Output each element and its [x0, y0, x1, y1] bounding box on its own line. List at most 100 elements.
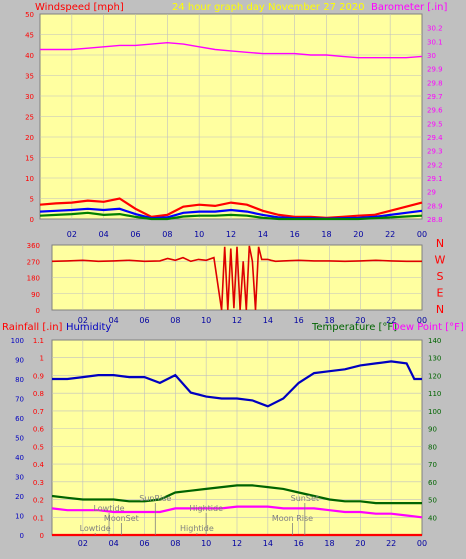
- time-tick-label: 02: [78, 316, 88, 325]
- time-tick-label: 16: [294, 539, 304, 548]
- annotation-label: Hightide: [189, 504, 223, 513]
- time-tick-label: 12: [226, 230, 236, 239]
- barometer-tick-label: 29.2: [427, 161, 443, 169]
- compass-label: N: [436, 237, 444, 250]
- humidity-tick-label: 0: [20, 532, 24, 540]
- compass-label: S: [437, 270, 444, 283]
- barometer-tick-label: 29.1: [427, 175, 443, 183]
- barometer-axis-title: Barometer [.in]: [371, 2, 447, 13]
- windspeed-tick-label: 35: [25, 73, 34, 81]
- time-tick-label: 22: [386, 316, 396, 325]
- humidity-tick-label: 40: [15, 454, 24, 462]
- barometer-tick-label: 28.8: [427, 216, 443, 224]
- time-tick-label: 08: [170, 539, 180, 548]
- direction-tick-label: 90: [31, 291, 40, 299]
- humidity-axis-title: Humidity: [66, 322, 111, 333]
- time-tick-label: 20: [355, 316, 365, 325]
- time-tick-label: 14: [263, 316, 273, 325]
- graph-title: 24 hour graph day November 27 2020: [172, 2, 365, 13]
- rainfall-tick-label: 0.6: [33, 426, 45, 434]
- time-tick-label: 18: [324, 539, 334, 548]
- dewpoint-axis-title: Dew Point [°F]: [392, 322, 464, 333]
- time-tick-label: 08: [162, 230, 172, 239]
- series-line-1: [39, 207, 423, 220]
- barometer-tick-label: 30: [427, 52, 436, 60]
- windspeed-tick-label: 15: [25, 155, 34, 163]
- temperature-tick-label: 110: [428, 390, 441, 398]
- rainfall-tick-label: 0.5: [33, 443, 44, 451]
- temperature-tick-label: 130: [428, 355, 441, 363]
- time-tick-label: 10: [201, 316, 211, 325]
- rainfall-tick-label: 0.1: [33, 514, 44, 522]
- windspeed-tick-label: 10: [25, 175, 34, 183]
- wind-barometer-panel: 0 5 10 15 20 25 30 35 40 45 50 28.8 28.9 29 29.1 29.2 29…: [25, 11, 443, 239]
- time-tick-label: 06: [139, 316, 149, 325]
- direction-tick-label: 360: [27, 242, 40, 250]
- temperature-tick-label: 100: [428, 408, 441, 416]
- annotation-label: MoonSet: [104, 514, 139, 523]
- windspeed-tick-label: 0: [30, 216, 34, 224]
- windspeed-tick-label: 50: [25, 11, 34, 19]
- rainfall-tick-label: 1.1: [33, 337, 44, 345]
- time-tick-label: 16: [294, 316, 304, 325]
- temperature-axis-title: Temperature [°F]: [311, 322, 397, 333]
- time-tick-label: 04: [109, 316, 119, 325]
- barometer-tick-label: 29.3: [427, 148, 443, 156]
- direction-tick-label: 0: [36, 307, 40, 315]
- barometer-tick-label: 29.4: [427, 134, 443, 142]
- time-tick-label: 00: [417, 539, 427, 548]
- direction-tick-label: 180: [27, 275, 40, 283]
- windspeed-tick-label: 40: [25, 52, 34, 60]
- rainfall-axis-title: Rainfall [.in]: [2, 322, 63, 333]
- time-tick-label: 18: [324, 316, 334, 325]
- time-tick-label: 04: [109, 539, 119, 548]
- series-line-1: [51, 484, 422, 505]
- temperature-tick-label: 120: [428, 372, 441, 380]
- time-tick-label: 00: [417, 230, 427, 239]
- time-tick-label: 20: [353, 230, 363, 239]
- annotation-label: SunSet: [291, 494, 319, 503]
- compass-label: N: [436, 303, 444, 316]
- rainfall-tick-label: 1: [40, 355, 44, 363]
- barometer-tick-label: 30.2: [427, 25, 443, 33]
- windspeed-tick-label: 45: [25, 32, 34, 40]
- windspeed-axis-title: Windspeed [mph]: [35, 2, 124, 13]
- annotation-label: Moon Rise: [272, 514, 313, 523]
- time-tick-label: 00: [417, 316, 427, 325]
- barometer-tick-label: 29.7: [427, 93, 443, 101]
- series-line-0: [52, 360, 422, 408]
- temperature-tick-label: 50: [428, 497, 437, 505]
- barometer-tick-label: 29.8: [427, 79, 443, 87]
- humidity-tick-label: 60: [15, 415, 24, 423]
- barometer-tick-label: 29.9: [427, 66, 443, 74]
- compass-label: E: [437, 287, 444, 300]
- barometer-tick-label: 29.5: [427, 120, 443, 128]
- rainfall-tick-label: 0: [40, 532, 44, 540]
- temperature-tick-label: 140: [428, 337, 441, 345]
- time-tick-label: 02: [67, 230, 77, 239]
- time-tick-label: 02: [78, 539, 88, 548]
- series-line-2: [39, 211, 423, 221]
- annotation-label: SunRise: [139, 494, 171, 503]
- humidity-tick-label: 50: [15, 435, 24, 443]
- time-tick-label: 04: [99, 230, 109, 239]
- annotation-label: Hightide: [180, 524, 214, 533]
- time-tick-label: 10: [201, 539, 211, 548]
- windspeed-tick-label: 5: [30, 196, 34, 204]
- barometer-tick-label: 29: [427, 189, 436, 197]
- rainfall-tick-label: 0.7: [33, 408, 44, 416]
- annotation-label: Lowtide: [80, 524, 111, 533]
- rainfall-tick-label: 0.3: [33, 479, 44, 487]
- time-tick-label: 08: [170, 316, 180, 325]
- humidity-tick-label: 30: [15, 474, 24, 482]
- time-tick-label: 14: [258, 230, 268, 239]
- humidity-tick-label: 80: [15, 376, 24, 384]
- time-tick-label: 06: [130, 230, 140, 239]
- time-tick-label: 10: [194, 230, 204, 239]
- windspeed-tick-label: 20: [25, 134, 34, 142]
- humidity-tick-label: 10: [15, 513, 24, 521]
- barometer-tick-label: 29.6: [427, 107, 443, 115]
- time-tick-label: 06: [139, 539, 149, 548]
- direction-line-0: [51, 245, 422, 311]
